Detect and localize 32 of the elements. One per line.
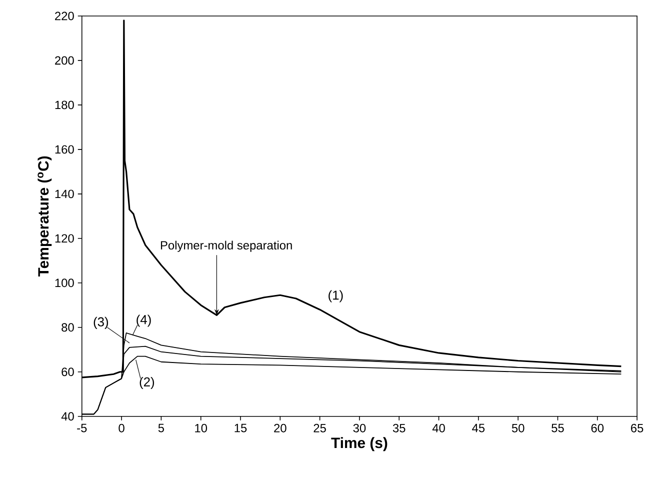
y-tick-label: 160 (55, 145, 74, 154)
y-tick-label: 200 (55, 56, 74, 65)
x-tick-label: 35 (392, 424, 406, 432)
series-label: (1) (328, 290, 343, 302)
x-tick-label: 50 (512, 424, 524, 432)
y-tick-label: 40 (61, 412, 74, 420)
x-tick-label: 65 (631, 424, 644, 432)
y-tick-label: 80 (62, 323, 74, 332)
x-tick-label: 30 (353, 424, 366, 432)
x-tick-label: 5 (158, 424, 164, 432)
annotation: Polymer-mold separation (160, 240, 292, 252)
x-tick-label: 55 (552, 424, 564, 432)
y-tick-label: 120 (55, 234, 74, 242)
x-tick-label: 10 (195, 424, 208, 432)
x-tick-label: 45 (472, 424, 485, 432)
legend-label: (3) (94, 316, 108, 329)
x-tick-label: -5 (77, 424, 87, 432)
y-tick-label: 140 (55, 190, 74, 198)
series-label: (4) (136, 314, 151, 327)
x-tick-label: 60 (591, 424, 604, 432)
x-axis-title: Time (s) (331, 437, 388, 451)
y-axis-title: Temperature ($^{o}$C) (38, 156, 52, 276)
y-tick-label: 220 (55, 12, 74, 20)
y-tick-label: 100 (55, 278, 74, 287)
x-tick-label: 15 (234, 424, 247, 432)
y-tick-label: 60 (62, 368, 74, 376)
x-tick-label: 20 (274, 424, 286, 432)
x-tick-label: 25 (314, 424, 326, 432)
y-tick-label: 180 (55, 100, 74, 110)
x-tick-label: 40 (432, 424, 445, 432)
x-tick-label: 0 (118, 424, 124, 432)
series-label: (2) (140, 376, 154, 389)
